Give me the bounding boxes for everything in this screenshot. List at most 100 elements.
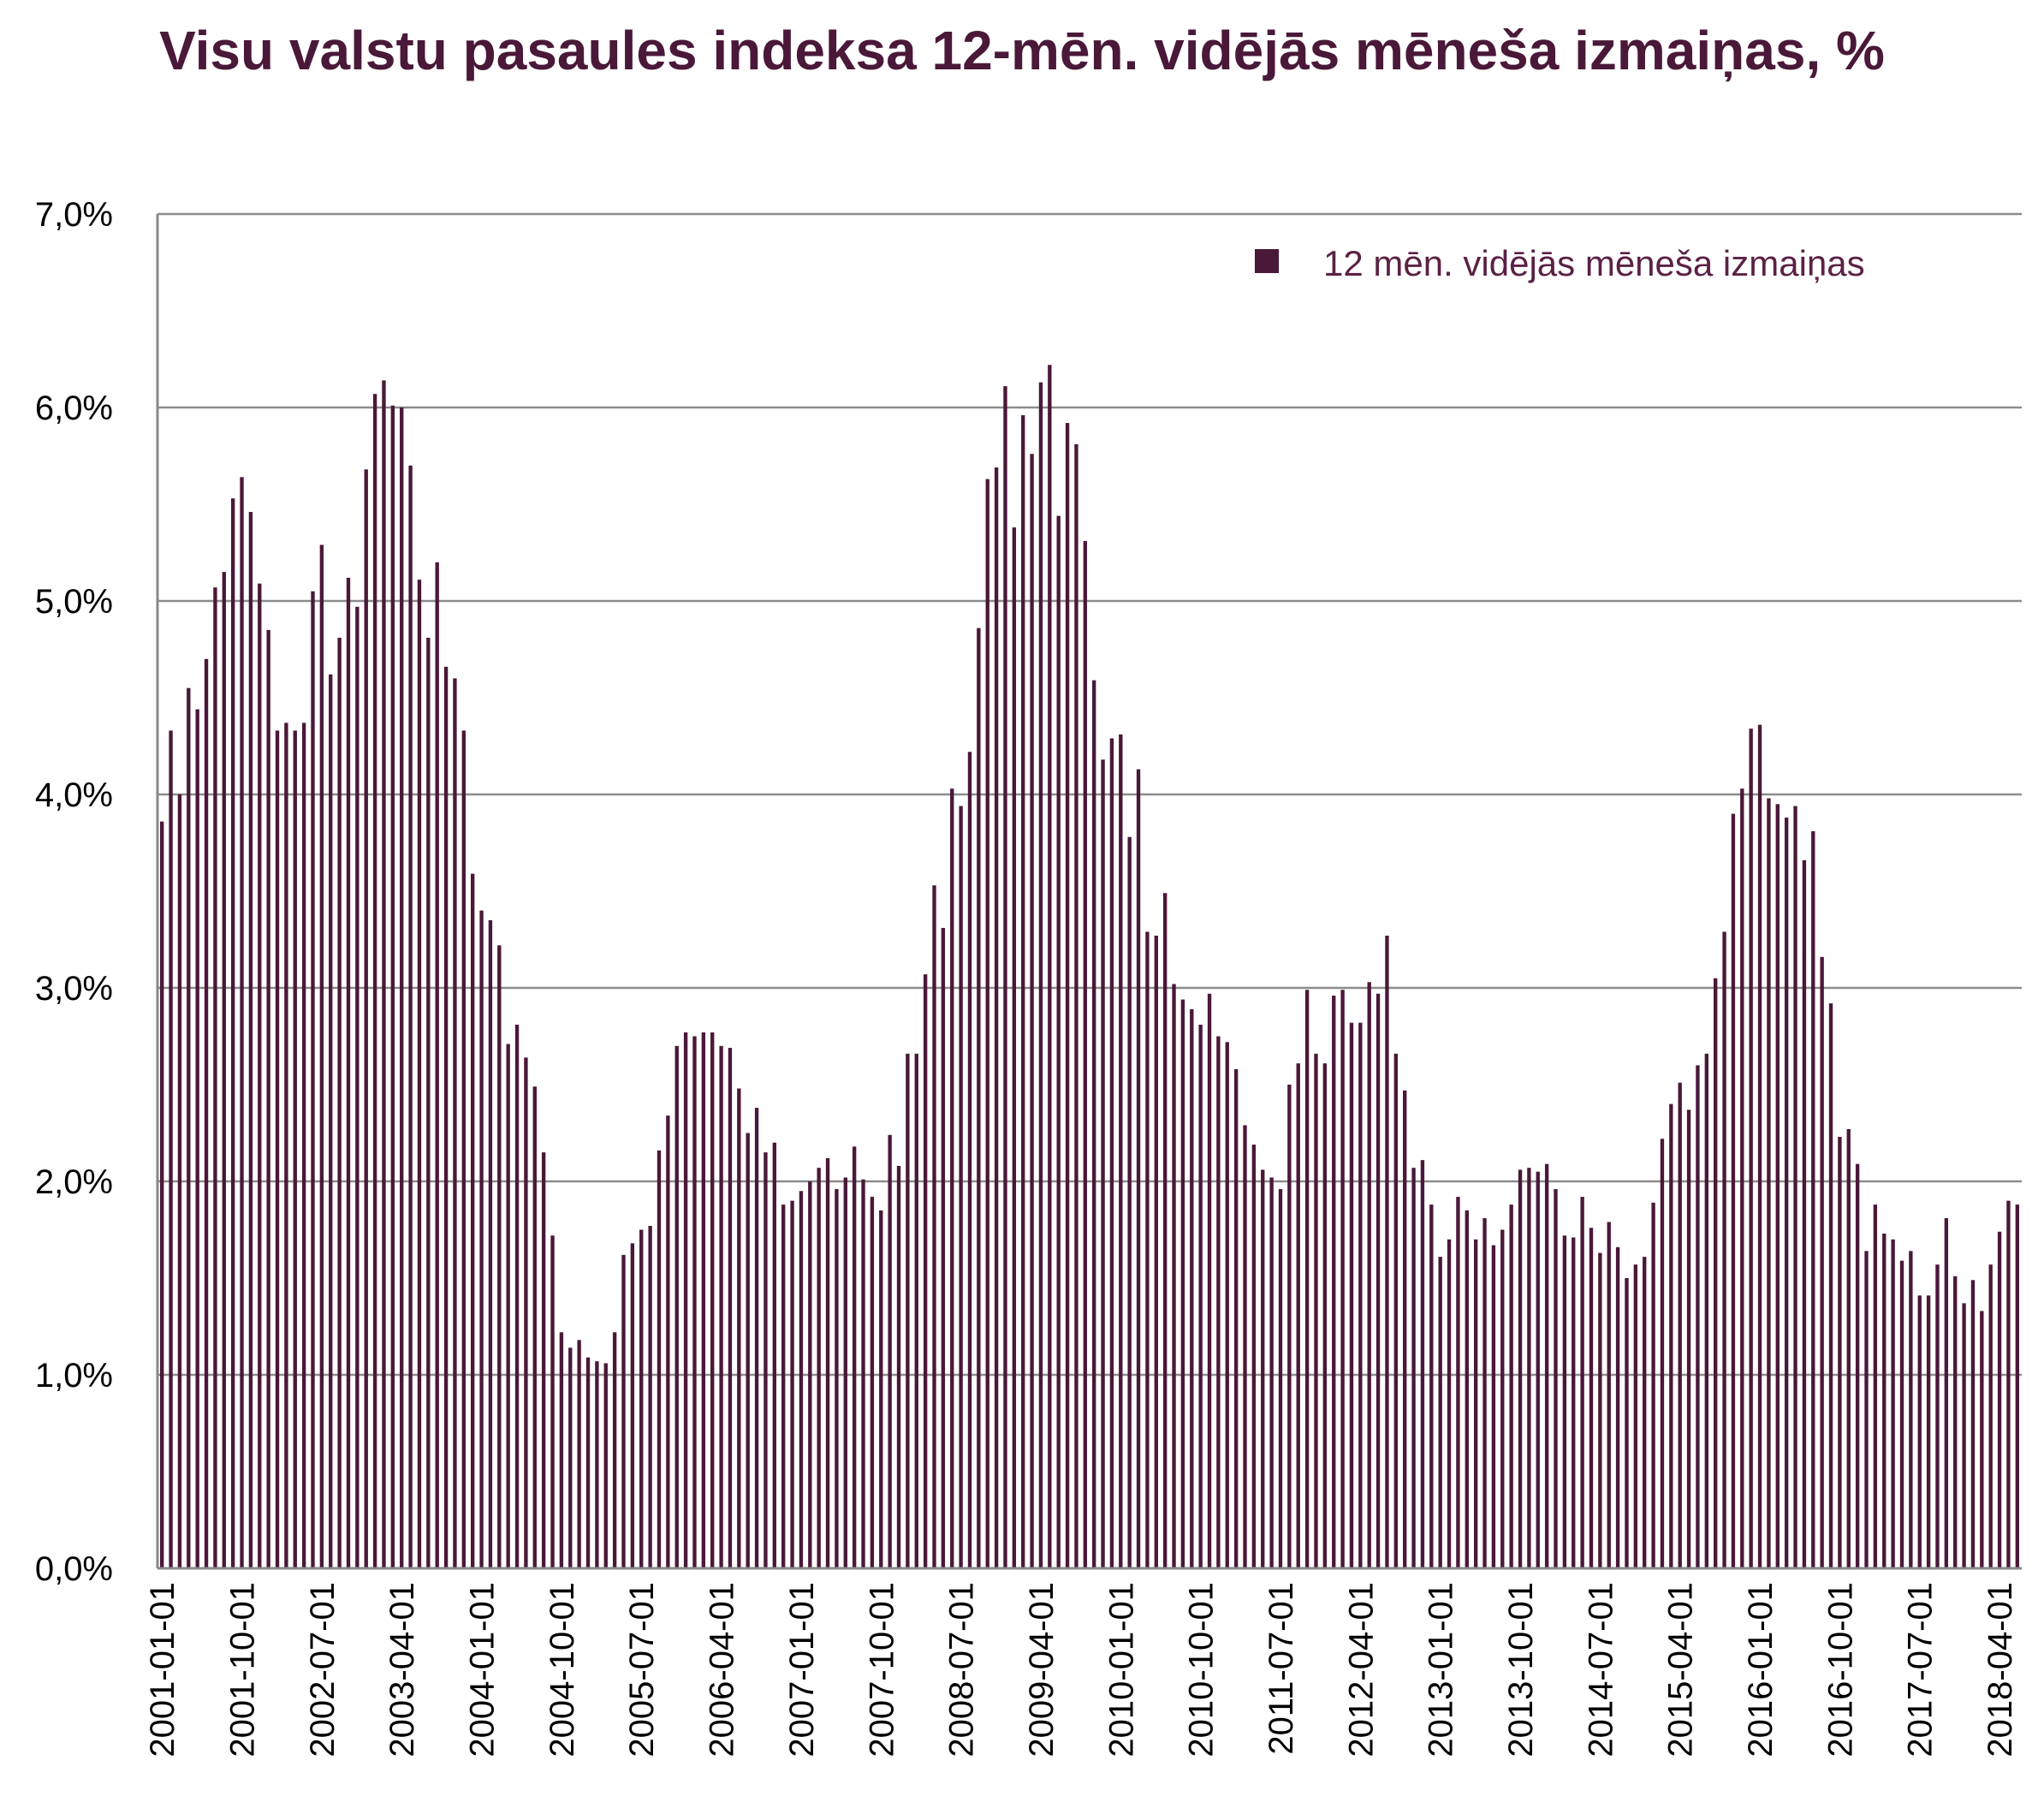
bar: [1278, 1189, 1283, 1568]
x-tick-label: 2001-10-01: [224, 1582, 262, 1757]
bar: [683, 1032, 688, 1568]
bar: [1926, 1295, 1931, 1568]
bar: [230, 498, 235, 1568]
bar: [1012, 527, 1017, 1568]
bar: [852, 1146, 857, 1568]
bar: [1598, 1252, 1602, 1568]
bar: [1793, 806, 1797, 1568]
bar: [1393, 1053, 1398, 1568]
bar: [1917, 1295, 1922, 1568]
x-tick-label: 2013-10-01: [1502, 1582, 1540, 1757]
x-tick-label: 2005-07-01: [623, 1582, 661, 1757]
bar: [692, 1036, 697, 1568]
bar: [1572, 1237, 1576, 1568]
bar: [1314, 1053, 1318, 1568]
bar: [595, 1361, 599, 1568]
bar: [1233, 1068, 1239, 1568]
bar: [1891, 1239, 1895, 1568]
y-tick-label: 2,0%: [35, 1163, 113, 1201]
x-tick-label: 2013-01-01: [1423, 1582, 1460, 1757]
bar: [1527, 1168, 1531, 1568]
bar: [1003, 386, 1007, 1568]
bar: [1190, 1008, 1194, 1568]
bar: [187, 687, 191, 1569]
bar: [1554, 1189, 1558, 1568]
bar: [1287, 1085, 1292, 1568]
bar: [400, 407, 404, 1568]
y-tick-label: 0,0%: [35, 1550, 113, 1588]
bar: [514, 1024, 520, 1568]
bar: [204, 658, 209, 1568]
bar: [1092, 680, 1096, 1569]
bar: [337, 637, 342, 1569]
x-tick-label: 2012-04-01: [1342, 1582, 1380, 1757]
bar: [1802, 859, 1807, 1568]
bar: [346, 577, 351, 1568]
bar: [1349, 1022, 1354, 1568]
bar: [1828, 1003, 1833, 1568]
x-tick-label: 2004-01-01: [464, 1582, 502, 1757]
bar: [1935, 1264, 1940, 1568]
bar: [666, 1115, 670, 1568]
bar: [1385, 935, 1389, 1568]
bar: [914, 1053, 918, 1568]
bar: [737, 1088, 741, 1568]
bar: [355, 606, 359, 1568]
x-tick-label: 2016-10-01: [1821, 1582, 1859, 1757]
bar: [311, 591, 315, 1569]
bar: [1962, 1303, 1966, 1568]
legend-swatch: [1255, 249, 1279, 273]
bar: [1225, 1042, 1229, 1568]
bar: [1030, 454, 1034, 1568]
x-tick-label: 2010-01-01: [1102, 1582, 1140, 1757]
bar: [1643, 1257, 1647, 1568]
bar: [443, 666, 449, 1568]
x-tick-label: 2018-04-01: [1982, 1582, 2019, 1757]
bar: [808, 1181, 812, 1568]
bar: [621, 1254, 626, 1568]
bar: [301, 723, 306, 1568]
bar: [1261, 1169, 1265, 1568]
bar: [1065, 423, 1070, 1569]
bar: [435, 562, 439, 1568]
bar: [329, 674, 333, 1568]
bar: [408, 465, 413, 1568]
y-tick-label: 7,0%: [35, 196, 113, 234]
bar: [674, 1045, 679, 1568]
bar: [1997, 1231, 2002, 1568]
bar: [772, 1142, 776, 1568]
bar: [1056, 515, 1061, 1568]
x-tick-label: 2007-10-01: [863, 1582, 900, 1757]
bar: [382, 380, 386, 1568]
legend-label: 12 mēn. vidējās mēneša izmaiņas: [1323, 243, 1865, 283]
bar: [1970, 1280, 1976, 1568]
x-tick-label: 2014-07-01: [1582, 1582, 1619, 1757]
bar: [1757, 724, 1762, 1568]
bar: [790, 1200, 794, 1568]
bar: [1909, 1251, 1913, 1568]
bar: [1376, 993, 1381, 1568]
bar: [372, 394, 377, 1569]
bar: [1332, 996, 1336, 1568]
bar: [781, 1204, 786, 1568]
bar: [959, 806, 963, 1568]
bar: [1456, 1197, 1460, 1568]
bar: [1491, 1245, 1496, 1568]
bar: [1660, 1139, 1665, 1568]
bar: [870, 1197, 875, 1568]
bar-series: [160, 365, 2019, 1569]
bar: [364, 469, 368, 1568]
bar: [1678, 1082, 1682, 1568]
bar: [1944, 1217, 1949, 1568]
bar: [1109, 738, 1114, 1568]
bar: [896, 1165, 901, 1568]
bar: [390, 405, 395, 1568]
bar: [1500, 1229, 1505, 1568]
bar: [1784, 818, 1789, 1568]
bar: [843, 1177, 847, 1568]
bar: [417, 580, 422, 1568]
y-tick-label: 5,0%: [35, 583, 113, 621]
bar: [541, 1152, 546, 1568]
bar: [1154, 935, 1158, 1568]
bar: [1198, 1024, 1203, 1568]
